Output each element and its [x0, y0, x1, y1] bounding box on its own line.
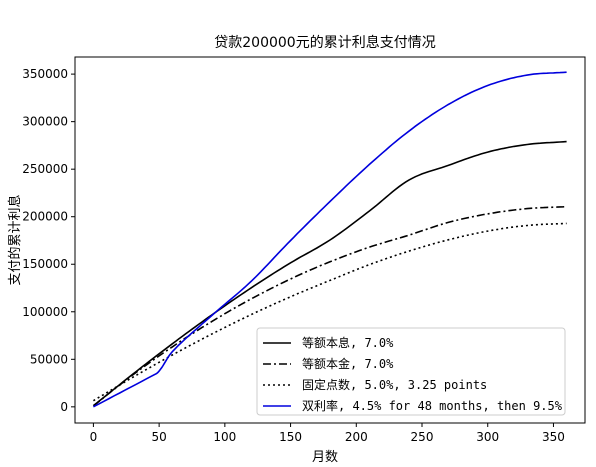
y-tick-label: 350000 [22, 67, 68, 81]
series-layer [92, 71, 567, 408]
legend-label-1: 等额本息, 7.0% [302, 335, 394, 350]
x-tick-label: 0 [90, 430, 98, 444]
y-tick-label: 150000 [22, 257, 68, 271]
y-tick-label: 50000 [30, 352, 68, 366]
legend-box [256, 327, 566, 416]
y-tick-label: 250000 [22, 162, 68, 176]
x-tick-label: 100 [213, 430, 236, 444]
legend-label-2: 等额本金, 7.0% [302, 356, 394, 371]
x-axis-ticks: 0 50 100 150 200 250 300 350 [90, 423, 565, 444]
x-tick-label: 350 [542, 430, 565, 444]
legend: 等额本息, 7.0% 等额本金, 7.0% 固定点数, 5.0%, 3.25 poi… [256, 327, 566, 416]
x-axis-label: 月数 [312, 450, 338, 465]
series-line-2 [92, 205, 567, 407]
x-tick-label: 300 [476, 430, 499, 444]
x-tick-label: 150 [279, 430, 302, 444]
y-axis-label: 支付的累计利息 [7, 194, 23, 285]
legend-label-3: 固定点数, 5.0%, 3.25 points [302, 377, 487, 392]
x-tick-label: 50 [151, 430, 166, 444]
series-line-3 [92, 222, 567, 402]
y-axis-ticks: 0 50000 100000 150000 200000 250000 300000 3500… [22, 67, 75, 414]
y-tick-label: 100000 [22, 305, 68, 319]
plot-area-frame [74, 56, 586, 424]
series-line-1 [92, 140, 567, 407]
y-tick-label: 300000 [22, 115, 68, 129]
x-tick-label: 200 [345, 430, 368, 444]
series-line-4 [93, 71, 567, 408]
x-tick-label: 250 [411, 430, 434, 444]
legend-label-4: 双利率, 4.5% for 48 months, then 9.5% [302, 398, 563, 413]
y-tick-label: 200000 [22, 210, 68, 224]
chart-title: 贷款200000元的累计利息支付情况 [214, 34, 435, 51]
y-tick-label: 0 [60, 400, 68, 414]
